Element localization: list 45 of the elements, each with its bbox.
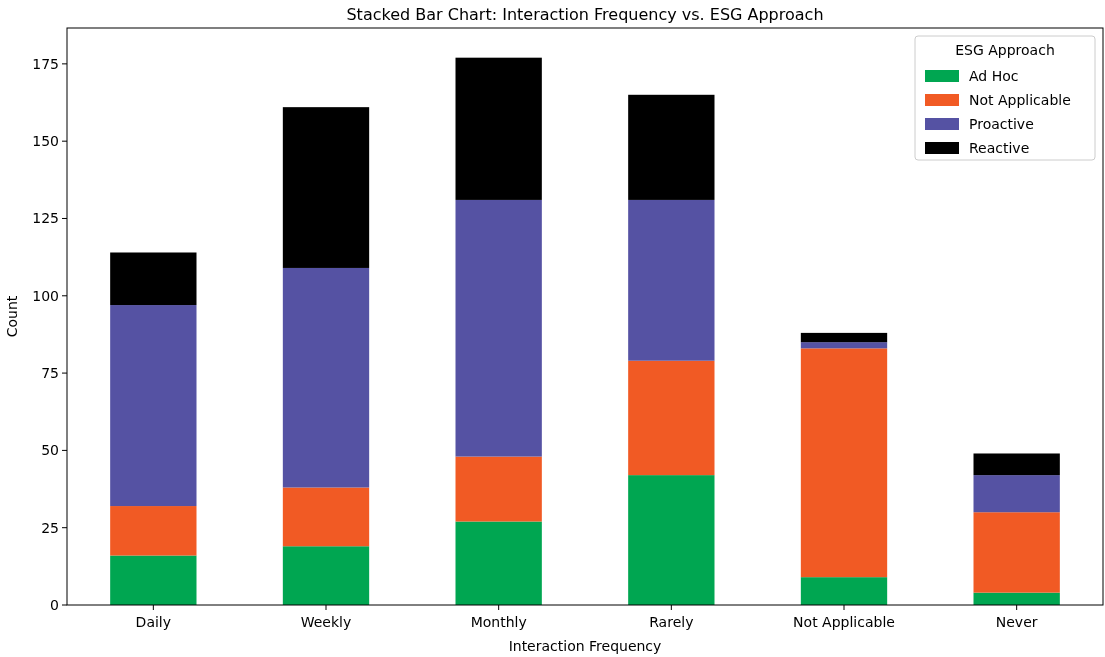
x-tick-label: Monthly	[470, 614, 527, 630]
bar	[455, 521, 542, 605]
y-tick-label: 0	[50, 596, 59, 613]
bar	[800, 577, 888, 605]
bar	[282, 107, 370, 268]
bar	[282, 267, 370, 488]
bar	[800, 348, 888, 578]
bar	[628, 360, 715, 476]
legend-label: Ad Hoc	[969, 67, 1019, 84]
bar	[110, 252, 197, 306]
bar	[973, 453, 1060, 476]
x-tick-label: Not Applicable	[793, 614, 895, 630]
bar	[282, 487, 370, 547]
y-tick-label: 125	[32, 210, 59, 227]
bar	[973, 475, 1060, 513]
bar	[628, 94, 715, 200]
chart-title: Stacked Bar Chart: Interaction Frequency vs. ESG Approach	[346, 5, 824, 24]
bar	[628, 199, 715, 361]
bar	[110, 305, 197, 507]
bar	[800, 332, 888, 343]
y-tick-label: 150	[32, 133, 59, 150]
y-tick-label: 25	[41, 519, 59, 536]
legend-label: Reactive	[969, 139, 1030, 156]
y-tick-label: 75	[41, 364, 59, 381]
x-tick-label: Never	[995, 614, 1038, 630]
legend-label: Proactive	[969, 115, 1034, 132]
bar	[455, 199, 542, 457]
x-tick-label: Daily	[135, 614, 172, 630]
bar	[800, 342, 888, 349]
bar	[973, 512, 1060, 593]
y-tick-label: 100	[32, 287, 59, 304]
bar	[628, 475, 715, 605]
y-axis-title: Count	[4, 295, 20, 338]
x-axis-title: Interaction Frequency	[508, 638, 662, 654]
bar	[110, 555, 197, 605]
bar	[282, 546, 370, 605]
legend-title: ESG Approach	[955, 42, 1055, 58]
x-tick-label: Weekly	[300, 614, 352, 630]
x-tick-label: Rarely	[649, 614, 694, 630]
y-tick-label: 50	[41, 442, 59, 459]
y-tick-label: 175	[32, 55, 59, 72]
bar	[455, 57, 542, 200]
bar	[110, 506, 197, 556]
legend-label: Not Applicable	[969, 91, 1071, 108]
bar	[455, 456, 542, 522]
